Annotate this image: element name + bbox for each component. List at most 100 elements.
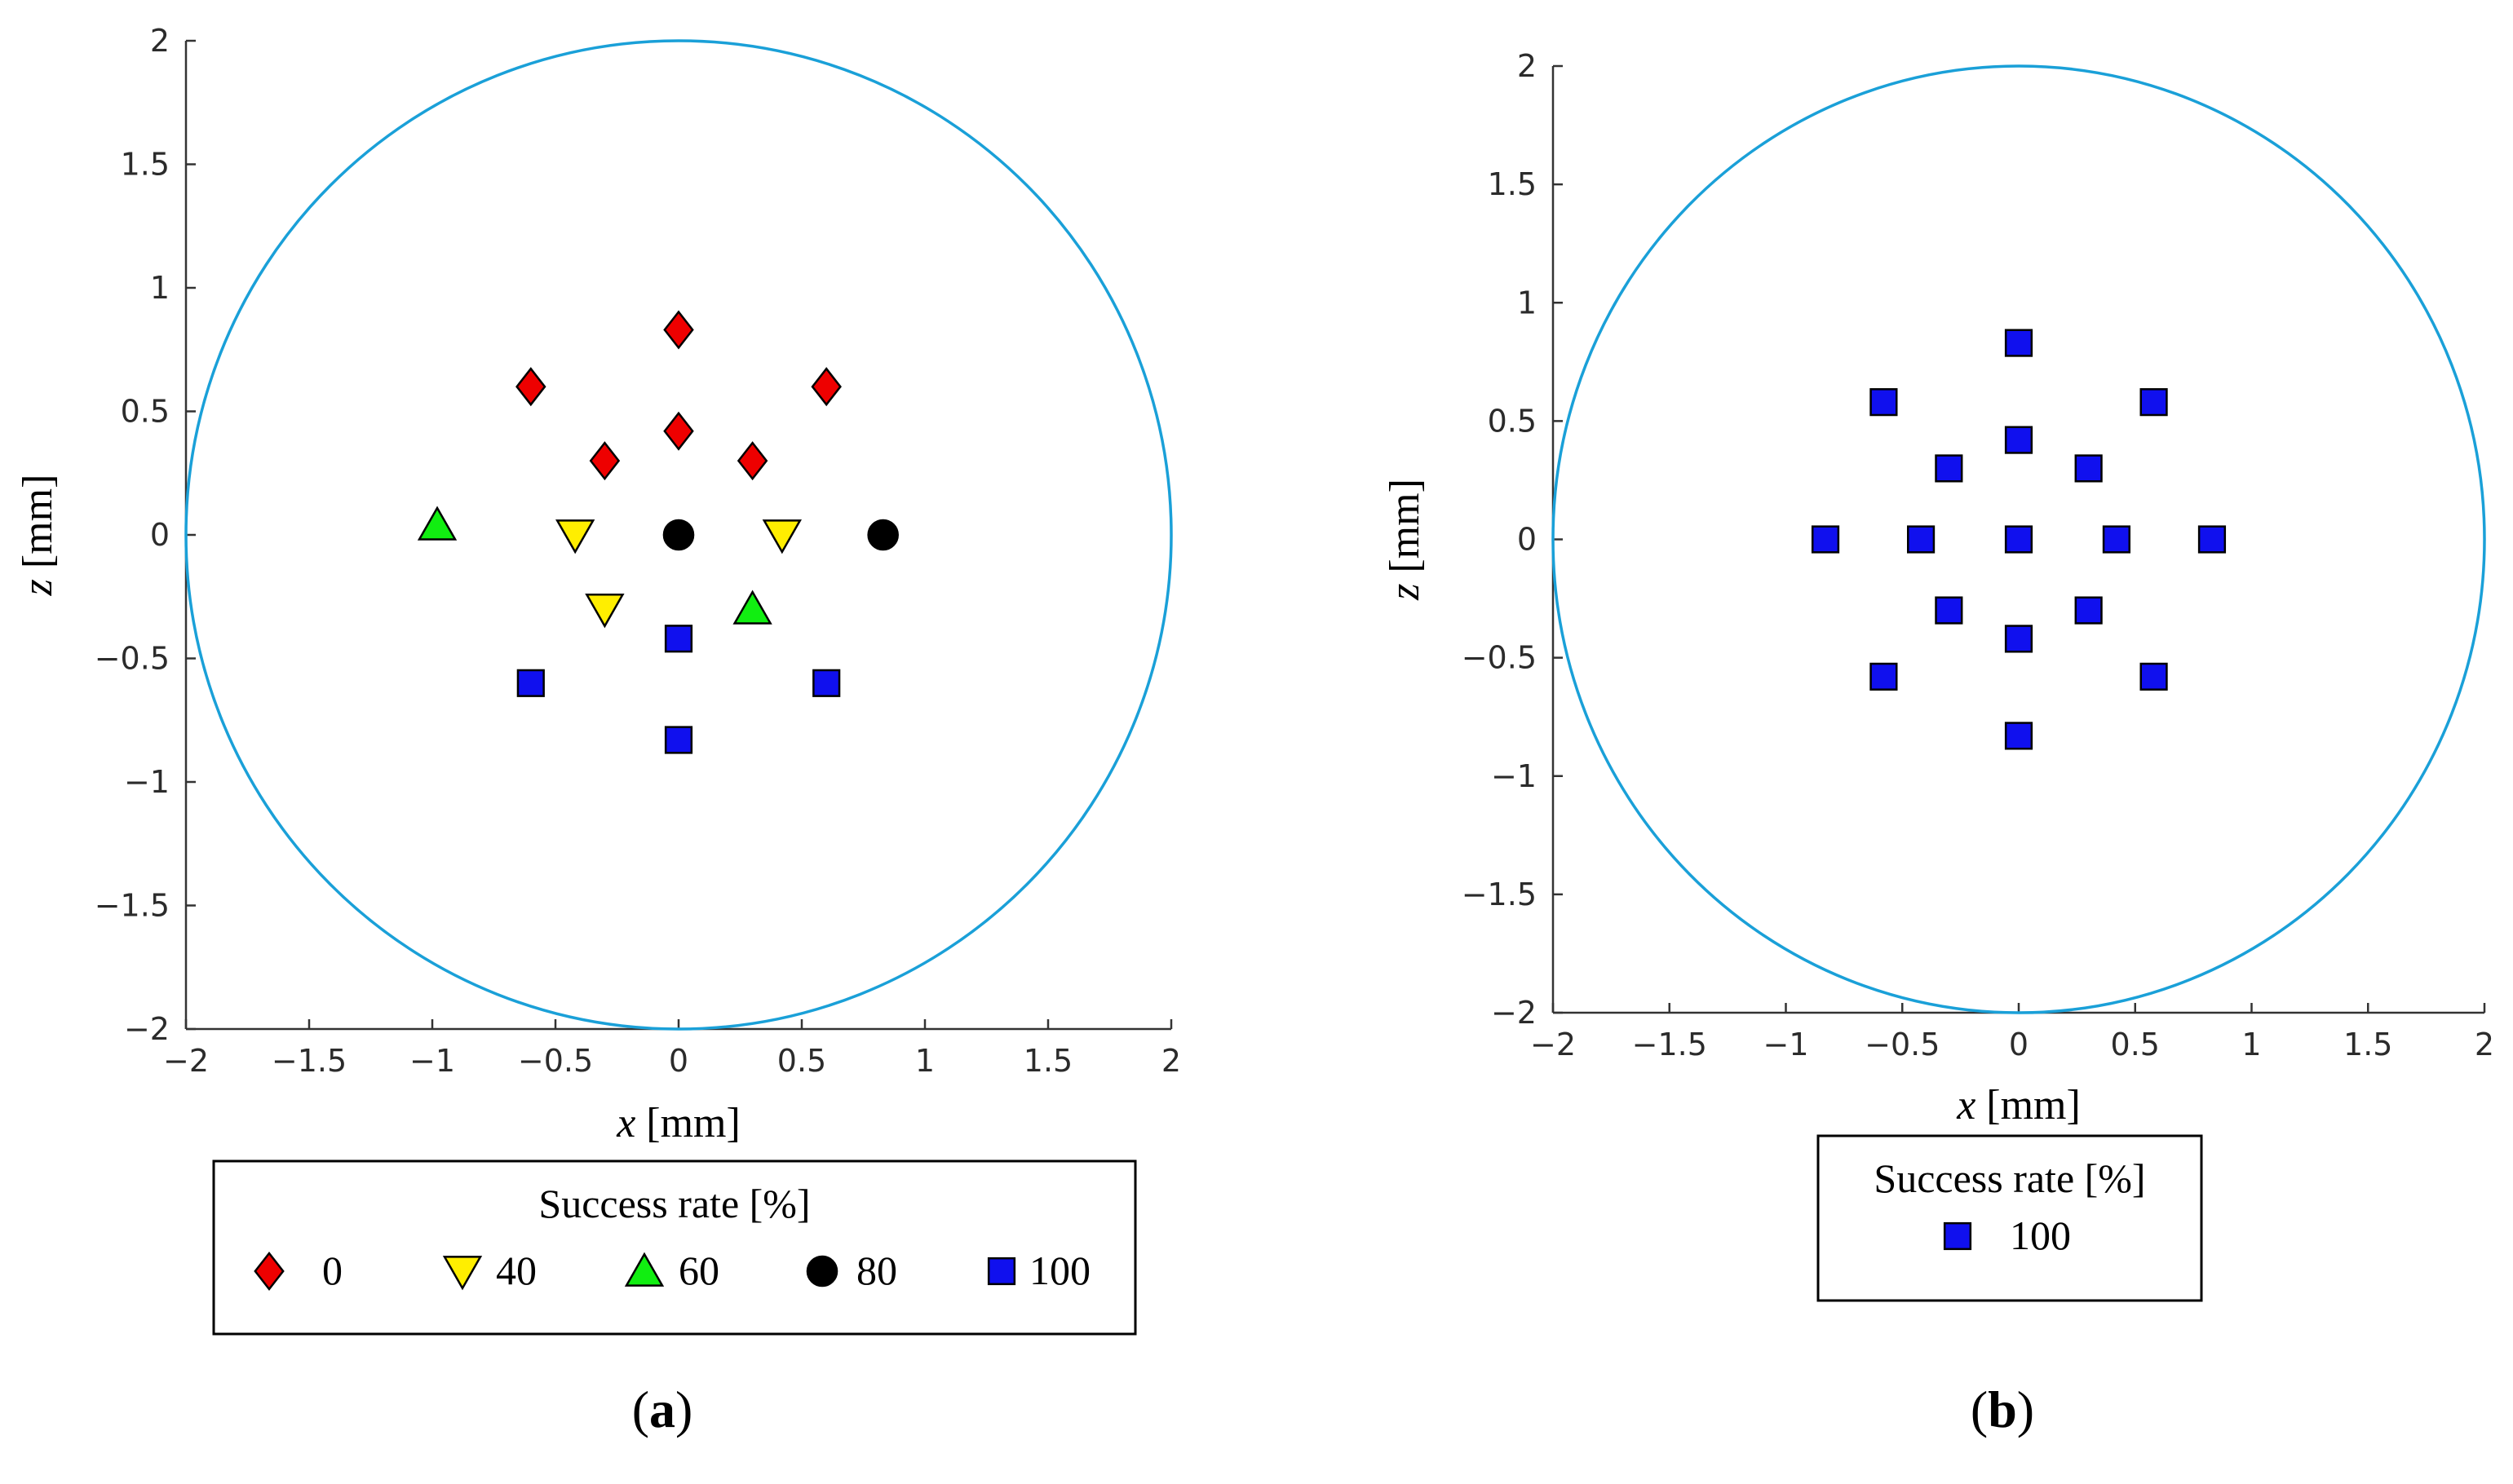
y-axis-label: z [mm] [15,475,61,597]
panel-label-close: ) [675,1380,692,1438]
x-tick-label: −0.5 [518,1043,593,1079]
legend-marker-80 [806,1255,838,1287]
legend-label-100: 100 [1029,1248,1091,1293]
data-point-0 [515,367,546,407]
x-axis-label-var: x [616,1100,635,1146]
y-tick-label: 2 [1517,48,1537,84]
data-point-100 [2197,525,2227,554]
data-point-100 [2004,625,2033,653]
legend-label-60: 60 [679,1248,719,1293]
panel-label-letter: b [1988,1380,2017,1438]
y-tick-label: −0.5 [95,641,170,677]
y-tick-label: 1 [1517,285,1537,320]
data-point-0 [811,367,842,407]
y-tick-label: 0 [150,517,170,553]
data-point-100 [1935,596,1963,625]
legend-marker-100 [1943,1221,1972,1251]
data-point-60 [417,506,458,541]
legend-title: Success rate [%] [538,1181,810,1226]
data-point-100 [2004,426,2033,454]
data-point-60 [732,590,772,625]
data-point-100 [664,625,693,653]
data-point-0 [663,310,694,350]
data-point-100 [2074,454,2103,483]
y-tick-label: −2 [1491,995,1537,1031]
y-axis-label-unit: [mm] [1382,479,1428,584]
data-point-100 [2102,525,2131,554]
y-tick-label: −1 [1491,758,1537,794]
data-point-80 [867,519,899,551]
data-point-100 [1869,662,1898,691]
panel-b-chart: −2 −1.5 −1 −0.5 0 0.5 1 1.5 2 −2 −1.5 −1 −0.5 0 0.5 1 1.… [1382,48,2494,1438]
data-point-40 [555,519,595,554]
legend-marker-100 [987,1257,1016,1286]
legend-marker-40 [442,1256,483,1291]
x-tick-label: 0 [2009,1027,2029,1062]
y-tick-label: 0.5 [1488,403,1537,439]
data-point-100 [812,669,841,697]
data-point-100 [2074,596,2103,625]
x-axis-label: x [mm] [1956,1082,2081,1128]
legend-label-40: 40 [496,1248,537,1293]
data-point-80 [662,519,695,551]
x-tick-label: 1.5 [1024,1043,1073,1079]
y-axis-label-var: z [1382,584,1428,601]
legend-marker-0 [254,1251,285,1292]
data-point-100 [1869,388,1898,417]
legend: Success rate [%] 100 [1816,1134,2203,1302]
y-axis-label: z [mm] [1382,479,1428,601]
data-point-40 [585,594,625,629]
panel-a-chart: −2 −1.5 −1 −0.5 0 0.5 1 1.5 2 −2 −1.5 −1 −0.5 0 0.5 1 1.… [15,23,1181,1438]
panel-label-close: ) [2017,1380,2034,1438]
legend-box [1816,1134,2203,1302]
panel-label-letter: a [649,1380,675,1438]
data-point-100 [1935,454,1963,483]
y-tick-label: 0 [1517,522,1537,558]
y-tick-label: −1 [124,764,170,800]
data-point-0 [663,411,694,451]
x-tick-label: 2 [2475,1027,2494,1062]
data-point-100 [516,669,545,697]
data-point-100 [2004,525,2033,554]
data-point-100 [2139,388,2168,417]
data-point-0 [589,441,621,481]
x-tick-label: 0 [669,1043,688,1079]
x-tick-label: 1 [2241,1027,2261,1062]
x-tick-label: −2 [163,1043,209,1079]
y-tick-label: 1.5 [121,147,170,183]
y-axis-label-unit: [mm] [15,475,61,580]
x-axis-label-var: x [1956,1082,1975,1128]
data-point-0 [737,441,768,481]
x-axis-label-unit: [mm] [635,1100,741,1146]
data-point-100 [2139,662,2168,691]
x-tick-label: −2 [1530,1027,1576,1062]
legend-label-100: 100 [2010,1212,2071,1258]
x-tick-label: 1 [915,1043,935,1079]
legend-box [212,1159,1137,1336]
legend-title: Success rate [%] [1874,1155,2145,1201]
x-tick-label: −1.5 [1632,1027,1707,1062]
data-point-100 [1811,525,1840,554]
data-point-100 [2004,722,2033,750]
y-tick-label: 2 [150,23,170,59]
y-tick-label: 1 [150,270,170,306]
x-tick-label: −1 [409,1043,455,1079]
panel-label-open: ( [632,1380,649,1438]
x-tick-label: 1.5 [2343,1027,2392,1062]
x-tick-label: −1 [1763,1027,1808,1062]
legend-label-0: 0 [322,1248,343,1293]
legend: Success rate [%] 0 40 60 80 100 [212,1159,1137,1336]
boundary-circle [184,39,1173,1031]
data-point-100 [664,726,693,754]
y-tick-label: 1.5 [1488,166,1537,202]
data-point-100 [2004,329,2033,357]
panel-label: (a) [632,1380,693,1438]
x-tick-label: −1.5 [272,1043,347,1079]
y-tick-label: −1.5 [1462,877,1537,912]
x-tick-label: 0.5 [2111,1027,2160,1062]
y-tick-label: −2 [124,1011,170,1047]
panel-label: (b) [1971,1380,2034,1438]
y-tick-label: 0.5 [121,394,170,430]
x-tick-label: −0.5 [1865,1027,1940,1062]
